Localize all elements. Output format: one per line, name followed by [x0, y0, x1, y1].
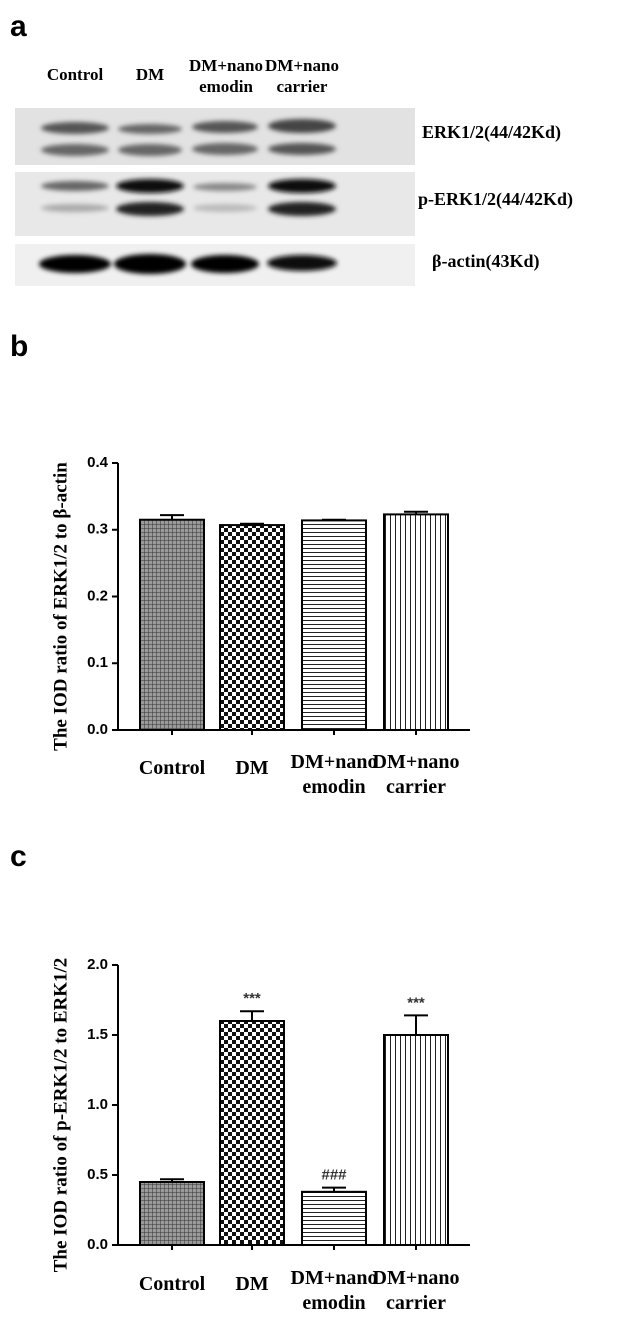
- bar: [302, 520, 366, 730]
- y-axis-label: The IOD ratio of p-ERK1/2 to ERK1/2: [50, 958, 71, 1273]
- panel-label: a: [10, 10, 27, 43]
- bar: [220, 1021, 284, 1245]
- annotation: ###: [321, 1167, 347, 1184]
- blot-image: [15, 108, 415, 286]
- y-tick-label: 1.5: [87, 1026, 108, 1043]
- blot-row-label: β-actin(43Kd): [432, 251, 539, 272]
- bar: [384, 514, 448, 730]
- y-tick-label: 1.0: [87, 1096, 108, 1113]
- y-tick-label: 0.0: [87, 721, 108, 738]
- y-tick-label: 0.1: [87, 654, 108, 671]
- lane-label: DM+nano carrier: [262, 55, 342, 98]
- bar: [140, 1182, 204, 1245]
- panel-label: b: [10, 330, 28, 363]
- bar: [140, 520, 204, 730]
- bar: [384, 1035, 448, 1245]
- x-tick-label: DM+nano carrier: [368, 750, 464, 800]
- x-tick-label: DM+nano carrier: [368, 1266, 464, 1316]
- y-tick-label: 0.5: [87, 1166, 108, 1183]
- bar: [302, 1192, 366, 1245]
- blot-row-label: p-ERK1/2(44/42Kd): [418, 189, 573, 210]
- y-tick-label: 0.2: [87, 587, 108, 604]
- y-tick-label: 0.4: [87, 454, 109, 471]
- blot-row-label: ERK1/2(44/42Kd): [422, 122, 561, 143]
- annotation: ***: [243, 990, 261, 1007]
- y-tick-label: 0.3: [87, 521, 108, 538]
- figure-canvas: a ERK1/2(44/42Kd) p-ERK1/2(44/42Kd) β-ac…: [0, 0, 644, 1334]
- figure: a ERK1/2(44/42Kd) p-ERK1/2(44/42Kd) β-ac…: [0, 0, 644, 1334]
- y-axis-label: The IOD ratio of ERK1/2 to β-actin: [50, 462, 71, 751]
- y-tick-label: 0.0: [87, 1236, 108, 1253]
- lane-label: DM+nano emodin: [186, 55, 266, 98]
- panel-label: c: [10, 840, 27, 873]
- y-tick-label: 2.0: [87, 956, 108, 973]
- bar: [220, 525, 284, 730]
- annotation: ***: [407, 994, 425, 1011]
- lane-label: DM: [110, 64, 190, 85]
- lane-label: Control: [35, 64, 115, 85]
